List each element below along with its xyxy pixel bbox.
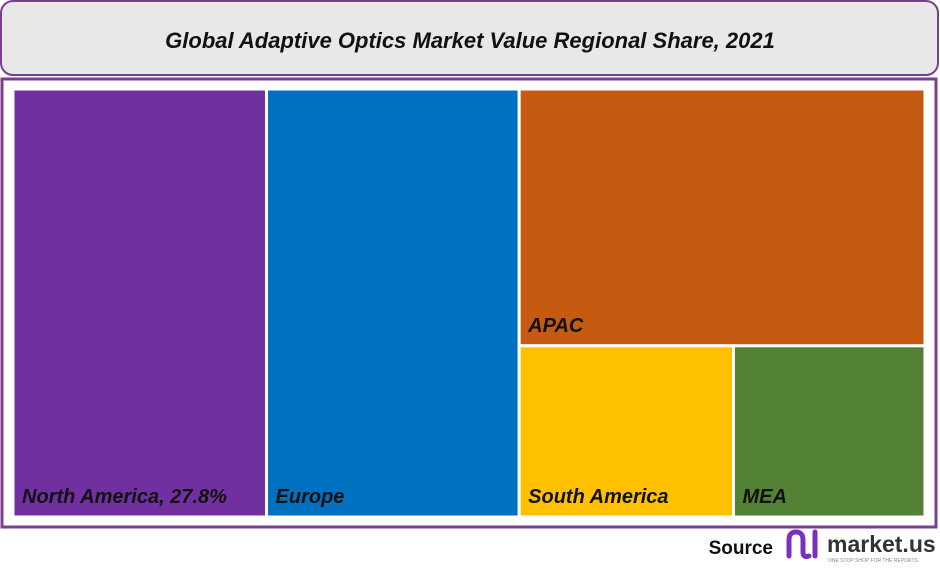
treemap-cell — [517, 87, 927, 348]
logo-mark — [786, 529, 812, 559]
brand: market.us — [827, 531, 936, 557]
chart-title: Global Adaptive Optics Market Value Regi… — [165, 28, 775, 53]
tagline: ONE STOP SHOP FOR THE REPORTS — [828, 558, 919, 564]
source-label: Source — [709, 538, 773, 559]
cell-label: South America — [528, 486, 668, 508]
cell-label: MEA — [742, 486, 786, 508]
cell-label: Europe — [276, 486, 345, 508]
treemap-cell — [517, 344, 735, 519]
treemap-cell — [731, 344, 927, 519]
logo — [786, 529, 818, 559]
cell-label: APAC — [527, 315, 584, 337]
treemap-cell — [265, 87, 521, 519]
title-box — [0, 0, 939, 76]
treemap-cell — [11, 87, 269, 519]
treemap: North America, 27.8% Europe APAC South Amer… — [11, 87, 927, 519]
cell-label: North America, 27.8% — [22, 486, 227, 508]
